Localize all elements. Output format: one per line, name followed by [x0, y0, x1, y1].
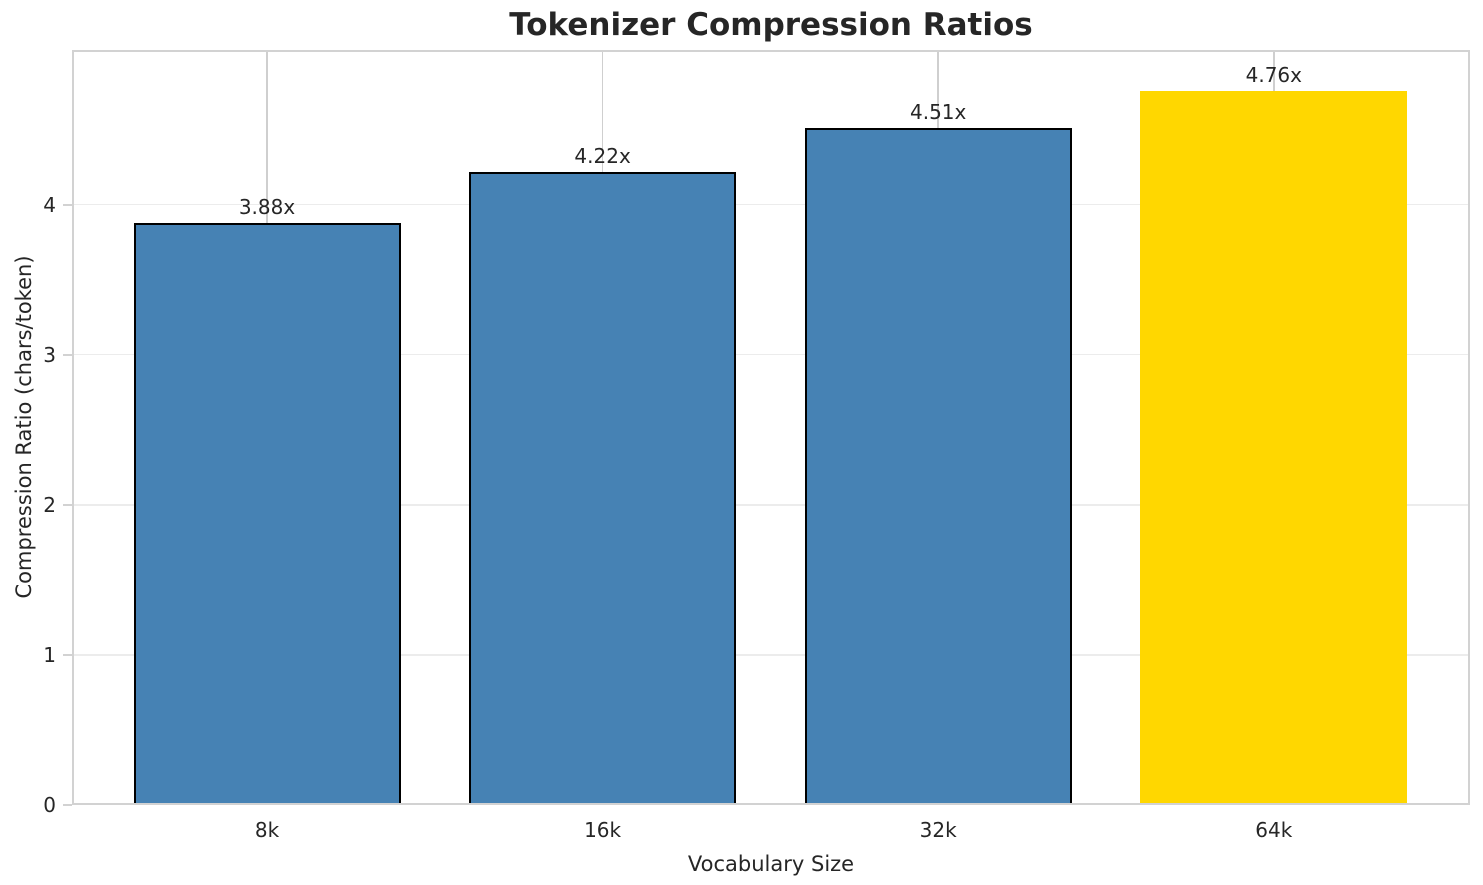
chart-title: Tokenizer Compression Ratios	[509, 7, 1033, 43]
bar-16k	[469, 171, 737, 805]
bar-8k	[133, 222, 401, 805]
y-tick-mark	[63, 353, 72, 356]
y-axis-label: Compression Ratio (chars/token)	[12, 255, 36, 599]
gridline-horizontal	[72, 353, 1470, 356]
gridline-horizontal	[72, 203, 1470, 206]
bar-value-label: 4.76x	[1245, 62, 1302, 87]
y-tick-mark	[63, 203, 72, 206]
bar-value-label: 4.22x	[574, 143, 631, 168]
x-tick-label: 8k	[254, 818, 280, 842]
bar-value-label: 4.51x	[910, 100, 967, 125]
y-tick-mark	[63, 503, 72, 506]
bar-value-label: 3.88x	[238, 194, 296, 219]
bar-64k	[1140, 90, 1408, 805]
x-tick-label: 64k	[1255, 818, 1293, 842]
y-tick-mark	[63, 804, 72, 806]
y-tick-label: 4	[43, 192, 56, 217]
x-tick-label: 16k	[584, 818, 622, 842]
y-tick-label: 2	[43, 492, 56, 517]
y-tick-label: 1	[43, 642, 56, 667]
x-tick-label: 32k	[919, 818, 957, 842]
y-tick-mark	[63, 653, 72, 656]
bar-32k	[804, 128, 1072, 805]
gridline-horizontal	[72, 504, 1470, 506]
y-tick-label: 0	[43, 793, 56, 817]
x-axis-label: Vocabulary Size	[687, 852, 855, 876]
y-tick-label: 3	[43, 342, 56, 367]
plot-area: 3.88x 4.22x 4.51x 4.76x	[72, 50, 1470, 805]
gridline-horizontal	[72, 654, 1470, 656]
